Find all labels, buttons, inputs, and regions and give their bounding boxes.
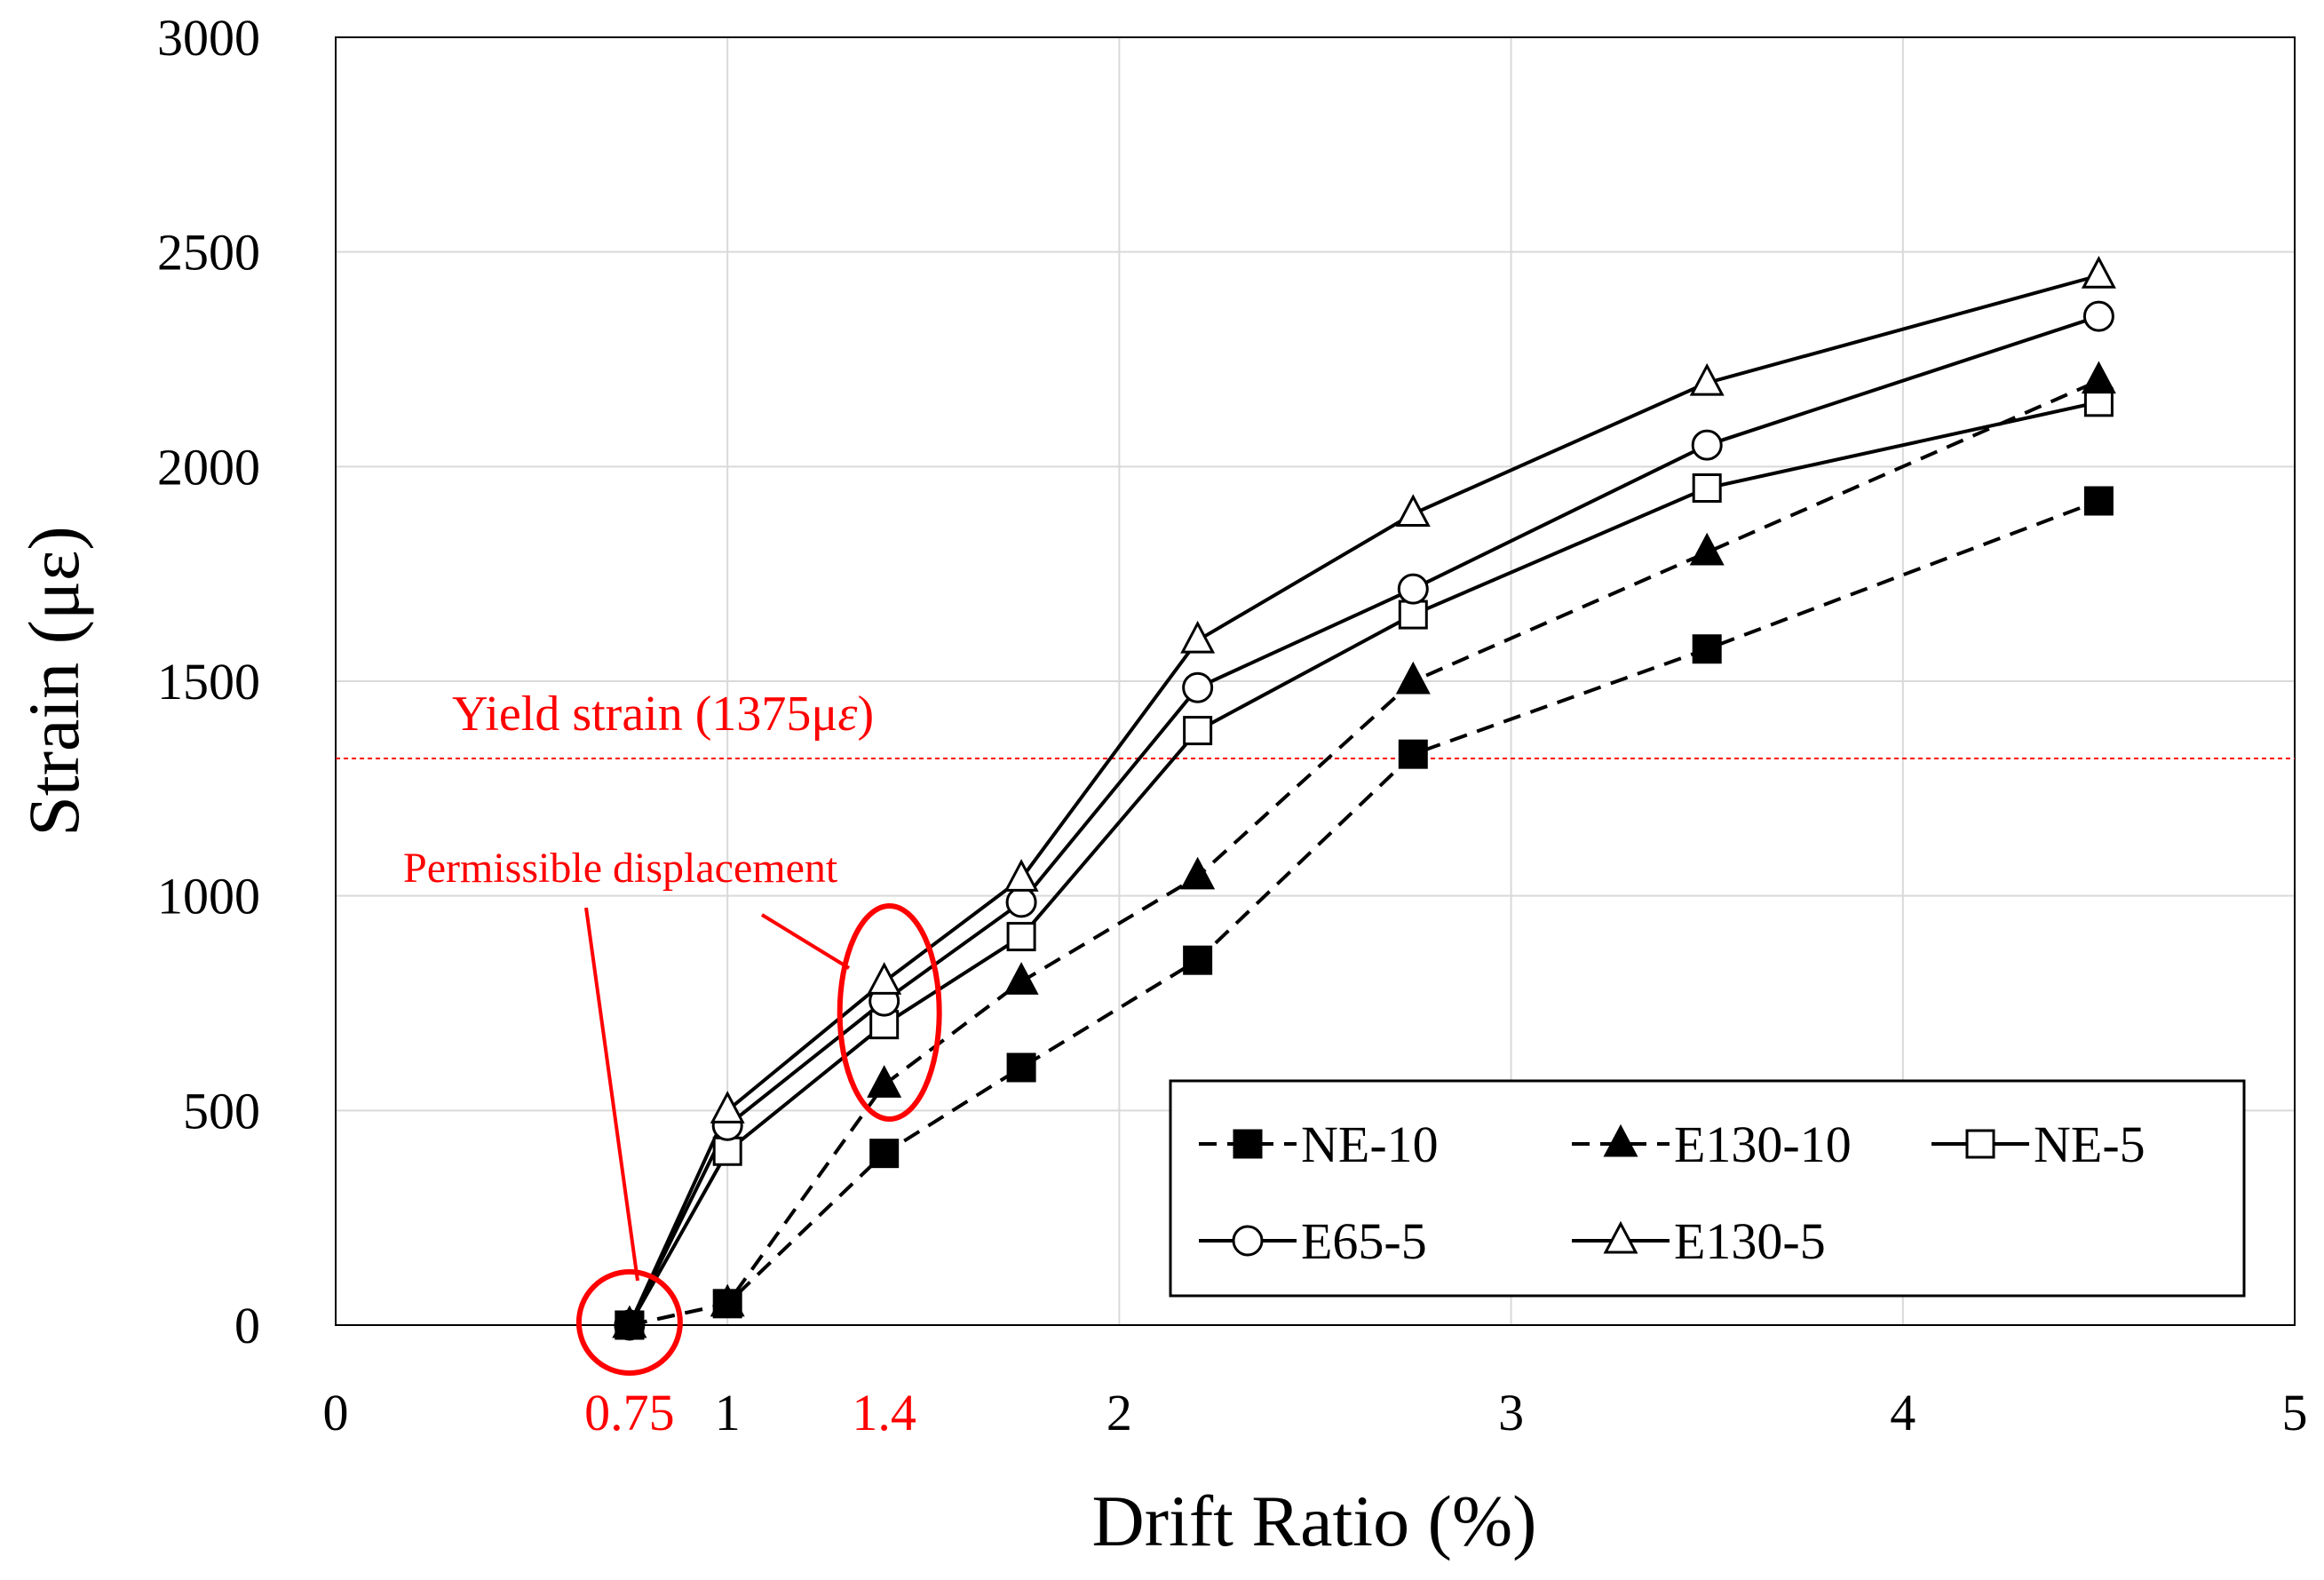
data-point-marker	[1603, 1123, 1638, 1157]
x-axis: 0 1 2 3 4 5	[323, 1384, 2308, 1441]
x-tick-label: 4	[1890, 1384, 1916, 1441]
series-e130-10	[629, 378, 2100, 1327]
yield-strain-label-text: Yield strain (1375μ	[452, 687, 837, 742]
legend-label: NE-5	[2034, 1116, 2146, 1173]
data-point-marker	[1232, 1225, 1264, 1257]
highlight-circle-0-75	[575, 1269, 683, 1376]
series-markers-ne-10	[615, 486, 2114, 1340]
annotation-group: Yield strain (1375με) Permissible displac…	[403, 687, 942, 1441]
series-group	[612, 256, 2116, 1341]
data-point-marker	[869, 1139, 900, 1169]
y-tick-label: 1000	[157, 868, 260, 925]
data-point-marker	[1965, 1129, 1995, 1159]
data-point-marker	[1182, 671, 1214, 703]
legend: NE-10 E130-10 NE-5 E65-5 E130-5	[1169, 1079, 2246, 1298]
data-point-marker	[1689, 532, 1725, 566]
data-point-marker	[1180, 620, 1216, 654]
y-axis: 0 500 1000 1500 2000 2500 3000	[157, 9, 260, 1354]
data-point-marker	[1003, 962, 1039, 995]
data-point-marker	[2083, 486, 2114, 516]
series-line	[628, 274, 2099, 1326]
plot-border	[335, 36, 2296, 1326]
gridlines	[336, 37, 2295, 1325]
legend-item-e130-5: E130-5	[1572, 1212, 1826, 1270]
y-tick-label: 2500	[157, 224, 260, 282]
series-e65-5	[628, 314, 2100, 1326]
x-tick-label: 5	[2282, 1384, 2308, 1441]
leader-line-0-75	[584, 907, 639, 1282]
yield-strain-label-symbol: ε	[837, 687, 858, 742]
data-point-marker	[2081, 361, 2116, 394]
series-ne-10	[629, 499, 2100, 1327]
legend-item-e130-10: E130-10	[1572, 1116, 1852, 1173]
legend-item-ne-5: NE-5	[1931, 1116, 2146, 1173]
y-tick-label: 3000	[157, 9, 260, 67]
x-axis-title: Drift Ratio (%)	[1092, 1481, 1537, 1561]
data-point-marker	[710, 1091, 745, 1123]
y-tick-label: 1500	[157, 653, 260, 711]
yield-strain-label-end: )	[858, 687, 875, 742]
data-point-marker	[615, 1310, 645, 1340]
y-axis-title: Strain (με)	[13, 526, 94, 836]
data-point-marker	[1006, 1052, 1036, 1083]
x-tick-label: 3	[1498, 1384, 1524, 1441]
series-line	[628, 314, 2100, 1326]
data-point-marker	[1183, 945, 1213, 975]
series-line	[629, 499, 2100, 1327]
y-tick-label: 500	[183, 1082, 260, 1139]
series-line	[628, 400, 2099, 1326]
data-point-marker	[1180, 856, 1216, 890]
data-point-marker	[1395, 661, 1431, 695]
marked-x-label: 1.4	[852, 1384, 916, 1441]
yield-strain-label: Yield strain (1375με)	[452, 687, 874, 742]
data-point-marker	[1689, 362, 1725, 396]
permissible-displacement-label: Permissible displacement	[403, 845, 838, 892]
data-point-marker	[1398, 739, 1428, 769]
series-e130-5	[628, 274, 2099, 1326]
data-point-marker	[1692, 634, 1722, 664]
data-point-marker	[867, 962, 902, 995]
data-point-marker	[1006, 922, 1036, 952]
data-point-marker	[1397, 573, 1429, 605]
data-point-marker	[712, 1136, 742, 1166]
series-line	[629, 378, 2100, 1327]
legend-label: E130-5	[1674, 1212, 1826, 1270]
data-point-marker	[1003, 859, 1039, 892]
data-point-marker	[712, 1289, 742, 1319]
data-point-marker	[2081, 256, 2116, 289]
data-point-marker	[1183, 716, 1213, 746]
data-point-marker	[1603, 1220, 1638, 1254]
leader-line-1-4	[760, 913, 851, 970]
x-tick-label: 2	[1106, 1384, 1132, 1441]
legend-label: E65-5	[1301, 1212, 1427, 1270]
highlight-ellipse-1-4	[837, 903, 942, 1122]
data-point-marker	[1692, 473, 1722, 503]
data-point-marker	[1233, 1129, 1263, 1159]
marked-x-label: 0.75	[584, 1384, 675, 1441]
legend-item-e65-5: E65-5	[1199, 1212, 1427, 1270]
legend-label: E130-10	[1674, 1116, 1852, 1173]
legend-item-ne-10: NE-10	[1199, 1116, 1439, 1173]
x-tick-label: 0	[323, 1384, 349, 1441]
y-tick-label: 2000	[157, 438, 260, 496]
x-tick-label: 1	[715, 1384, 741, 1441]
y-tick-label: 0	[234, 1297, 260, 1354]
legend-label: NE-10	[1301, 1116, 1439, 1173]
data-point-marker	[1691, 429, 1723, 461]
data-point-marker	[1395, 494, 1431, 527]
data-point-marker	[1005, 886, 1037, 918]
data-point-marker	[867, 1065, 902, 1098]
data-point-marker	[1398, 599, 1428, 630]
series-ne-5	[628, 400, 2099, 1326]
data-point-marker	[2082, 300, 2114, 332]
legend-box	[1169, 1079, 2246, 1298]
